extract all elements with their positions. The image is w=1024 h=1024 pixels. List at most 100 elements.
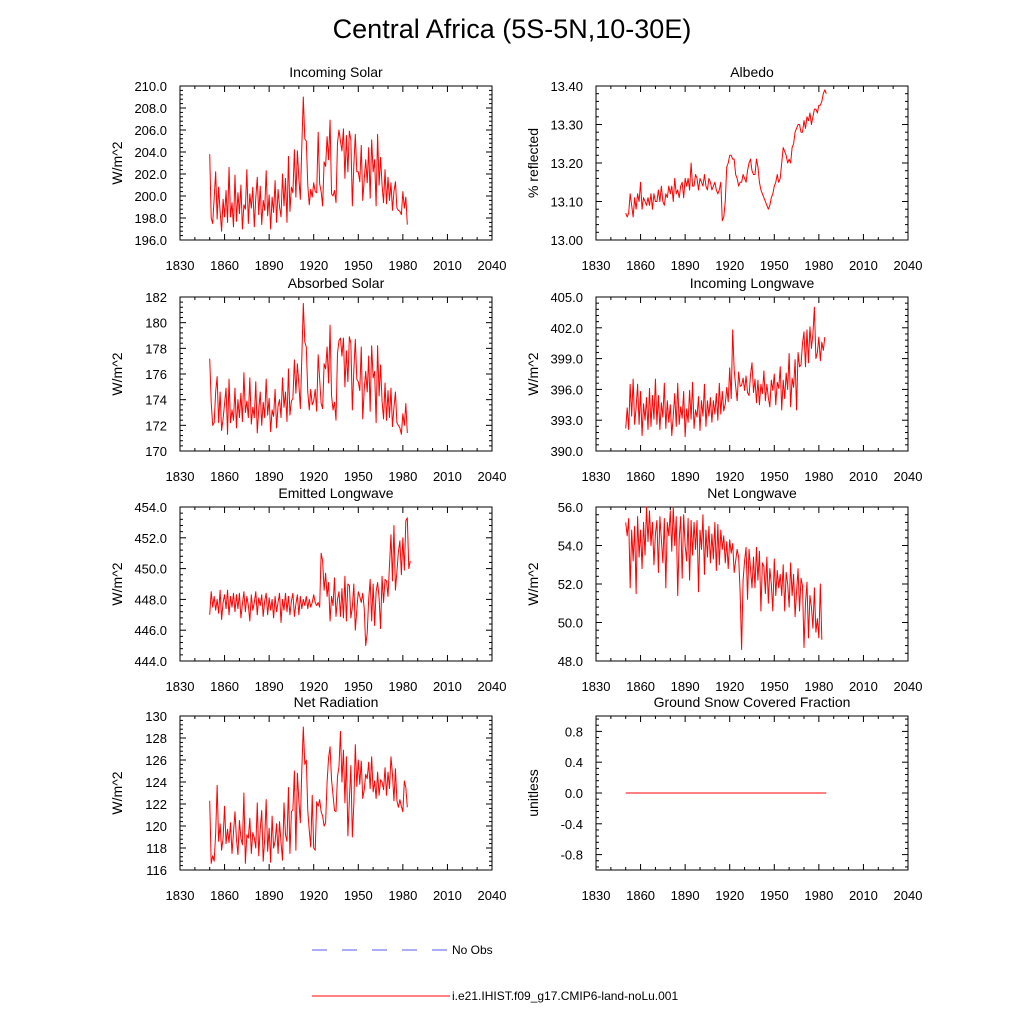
- x-tick-label: 2010: [433, 258, 462, 273]
- x-tick-label: 1980: [804, 679, 833, 694]
- x-tick-label: 1950: [344, 258, 373, 273]
- x-tick-label: 1830: [582, 888, 611, 903]
- x-tick-label: 1860: [210, 469, 239, 484]
- x-tick-label: 1830: [166, 469, 195, 484]
- y-axis-label: W/m^2: [109, 352, 125, 395]
- y-tick-label: 178: [145, 341, 167, 356]
- x-tick-label: 2040: [894, 258, 923, 273]
- y-tick-label: 405.0: [550, 290, 583, 305]
- panel-title: Absorbed Solar: [288, 275, 385, 291]
- y-tick-label: 393.0: [550, 413, 583, 428]
- y-tick-label: 52.0: [558, 577, 583, 592]
- legend-label-model: i.e21.IHIST.f09_g17.CMIP6-land-noLu.001: [452, 989, 678, 1003]
- x-tick-label: 1920: [299, 888, 328, 903]
- x-tick-label: 1950: [344, 679, 373, 694]
- x-tick-label: 1860: [626, 258, 655, 273]
- series-line-1: [625, 306, 826, 438]
- x-tick-label: 1860: [626, 888, 655, 903]
- plot-frame: [179, 296, 493, 452]
- x-tick-label: 2040: [478, 888, 507, 903]
- chart-panel-2: Albedo % reflected 1830 1860 1890 1920 1950 198…: [525, 64, 922, 273]
- x-tick-label: 1830: [582, 679, 611, 694]
- y-tick-label: 120: [145, 819, 167, 834]
- x-tick-label: 1830: [582, 258, 611, 273]
- plot-frame: [179, 506, 493, 662]
- panel-title: Incoming Solar: [289, 64, 383, 80]
- x-tick-label: 1890: [671, 469, 700, 484]
- y-tick-label: 128: [145, 731, 167, 746]
- y-axis-label: W/m^2: [525, 562, 541, 605]
- x-tick-label: 1830: [166, 888, 195, 903]
- y-axis-label: W/m^2: [109, 141, 125, 184]
- x-tick-label: 1980: [388, 258, 417, 273]
- series-line-1: [625, 506, 823, 650]
- x-tick-label: 1890: [671, 888, 700, 903]
- x-tick-label: 1860: [210, 258, 239, 273]
- x-tick-label: 1890: [255, 469, 284, 484]
- x-tick-label: 2040: [478, 679, 507, 694]
- series-line-1: [209, 726, 408, 864]
- x-tick-label: 1860: [210, 679, 239, 694]
- panel-title: Incoming Longwave: [690, 275, 815, 291]
- y-tick-label: 118: [146, 841, 167, 856]
- x-tick-label: 1980: [388, 469, 417, 484]
- chart-panel-3: Absorbed Solar W/m^2 1830 1860 1890 1920 1950 1…: [109, 275, 506, 484]
- x-tick-label: 2010: [849, 469, 878, 484]
- x-tick-label: 2010: [433, 888, 462, 903]
- y-tick-label: 202.0: [134, 167, 167, 182]
- x-tick-label: 1980: [804, 888, 833, 903]
- x-tick-label: 2010: [849, 888, 878, 903]
- x-tick-label: 1890: [671, 258, 700, 273]
- x-tick-label: 2040: [478, 258, 507, 273]
- y-axis-label: W/m^2: [109, 562, 125, 605]
- y-tick-label: 126: [145, 753, 167, 768]
- x-tick-label: 1860: [626, 469, 655, 484]
- x-tick-label: 1920: [299, 679, 328, 694]
- x-tick-label: 1890: [255, 888, 284, 903]
- x-tick-label: 1920: [715, 679, 744, 694]
- x-tick-label: 2040: [478, 469, 507, 484]
- x-tick-label: 1890: [255, 258, 284, 273]
- y-tick-label: 446.0: [134, 623, 167, 638]
- y-tick-label: 210.0: [134, 79, 167, 94]
- y-tick-label: 196.0: [134, 233, 167, 248]
- chart-panel-1: Incoming Solar W/m^2 1830 1860 1890 1920 1950 1…: [109, 64, 506, 273]
- x-tick-label: 2040: [894, 469, 923, 484]
- y-tick-label: 450.0: [134, 562, 167, 577]
- y-tick-label: 176: [145, 367, 167, 382]
- y-tick-label: 204.0: [134, 145, 167, 160]
- y-tick-label: 444.0: [134, 654, 167, 669]
- y-tick-label: 452.0: [134, 531, 167, 546]
- panel-title: Net Radiation: [294, 694, 379, 710]
- x-tick-label: 1980: [804, 469, 833, 484]
- y-tick-label: -0.4: [561, 817, 583, 832]
- y-tick-label: 56.0: [558, 500, 583, 515]
- x-tick-label: 1920: [715, 888, 744, 903]
- panel-title: Net Longwave: [707, 485, 797, 501]
- x-tick-label: 1920: [715, 469, 744, 484]
- x-tick-label: 1830: [166, 679, 195, 694]
- x-tick-label: 1950: [760, 888, 789, 903]
- chart-panel-4: Incoming Longwave W/m^2 1830 1860 1890 1920 19…: [525, 275, 922, 484]
- x-tick-label: 1980: [388, 679, 417, 694]
- y-tick-label: 0.0: [565, 786, 583, 801]
- x-tick-label: 2010: [849, 258, 878, 273]
- y-axis-label: W/m^2: [525, 352, 541, 395]
- y-tick-label: -0.8: [561, 848, 583, 863]
- y-axis-label: unitless: [525, 769, 541, 816]
- x-tick-label: 2040: [894, 888, 923, 903]
- y-tick-label: 0.8: [565, 724, 583, 739]
- x-tick-label: 1950: [760, 258, 789, 273]
- x-tick-label: 2040: [894, 679, 923, 694]
- x-tick-label: 1950: [760, 469, 789, 484]
- chart-panel-5: Emitted Longwave W/m^2 1830 1860 1890 1920 195…: [109, 485, 506, 694]
- x-tick-label: 1950: [344, 469, 373, 484]
- y-tick-label: 182: [145, 290, 167, 305]
- panel-title: Emitted Longwave: [278, 485, 393, 501]
- panel-title: Ground Snow Covered Fraction: [654, 694, 851, 710]
- x-tick-label: 2010: [849, 679, 878, 694]
- y-tick-label: 172: [145, 418, 167, 433]
- chart-panel-8: Ground Snow Covered Fraction unitless 1830…: [525, 694, 922, 903]
- plot-frame: [595, 85, 909, 241]
